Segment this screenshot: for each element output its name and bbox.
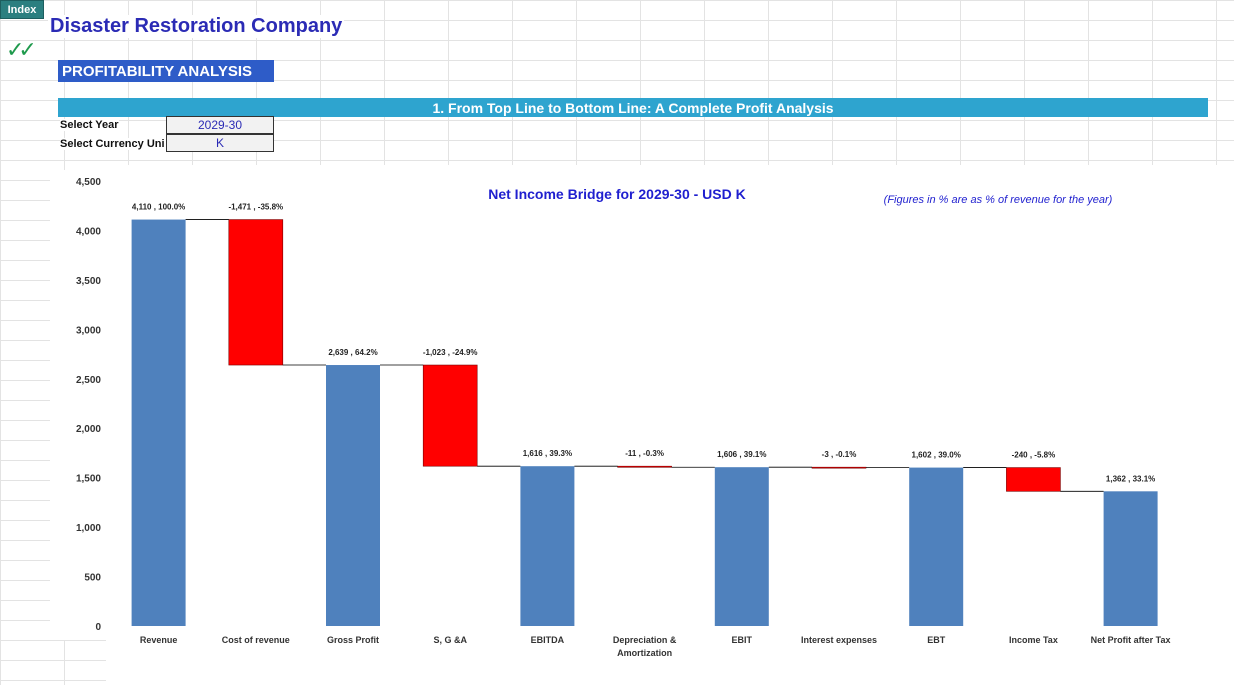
chart-axis-area <box>50 170 106 640</box>
select-currency-label: Select Currency Uni <box>60 138 166 150</box>
data-label: 1,606 , 39.1% <box>717 450 766 459</box>
data-label: 1,616 , 39.3% <box>523 449 572 458</box>
total-bar <box>131 219 186 627</box>
decrease-bar <box>617 465 672 468</box>
select-year-input[interactable]: 2029-30 <box>166 116 274 134</box>
total-bar <box>326 365 380 626</box>
decrease-bar <box>811 466 867 469</box>
double-check-icon: ✓✓ <box>6 38 37 63</box>
y-tick-label: 4,000 <box>76 226 101 237</box>
y-tick-label: 2,500 <box>76 375 101 386</box>
total-bar <box>714 467 769 626</box>
select-year-label: Select Year <box>60 119 119 131</box>
chart-plot-area <box>106 165 1234 685</box>
data-label: -11 , -0.3% <box>625 449 664 458</box>
total-bar <box>909 467 964 626</box>
x-tick-label: Depreciation & Amortization <box>613 635 677 658</box>
total-bar <box>520 466 575 626</box>
data-label: 4,110 , 100.0% <box>132 203 185 212</box>
y-axis: 0 500 1,000 1,500 2,000 2,500 3,000 3,500 4,000 4… <box>76 177 101 633</box>
chart-title: Net Income Bridge for 2029-30 - USD K <box>488 186 746 202</box>
data-label: 2,639 , 64.2% <box>328 348 377 357</box>
data-label: -3 , -0.1% <box>822 450 857 459</box>
chart-note: (Figures in % are as % of revenue for th… <box>884 194 1113 206</box>
company-name: Disaster Restoration Company <box>48 15 345 38</box>
decrease-bar <box>1006 467 1061 492</box>
x-tick-label: Cost of revenue <box>222 635 290 645</box>
index-tab[interactable]: Index <box>0 0 44 19</box>
y-tick-label: 500 <box>84 573 101 584</box>
decrease-bar <box>422 364 478 467</box>
x-tick-label: S, G &A <box>433 635 467 645</box>
y-tick-label: 1,000 <box>76 523 101 534</box>
banner-title: 1. From Top Line to Bottom Line: A Compl… <box>58 98 1208 117</box>
y-tick-label: 0 <box>95 622 101 633</box>
x-tick-label: Gross Profit <box>327 635 379 645</box>
connectors <box>185 219 1104 492</box>
section-title: PROFITABILITY ANALYSIS <box>58 60 274 82</box>
y-tick-label: 1,500 <box>76 474 101 485</box>
x-tick-label: Interest expenses <box>801 635 877 645</box>
total-bar <box>1103 491 1158 626</box>
x-tick-label: Income Tax <box>1009 635 1058 645</box>
select-currency-input[interactable]: K <box>166 134 274 152</box>
decrease-bar <box>228 219 284 366</box>
data-label: -1,471 , -35.8% <box>228 203 283 212</box>
x-tick-label: Revenue <box>140 635 178 645</box>
data-label: -240 , -5.8% <box>1012 451 1056 460</box>
y-tick-label: 3,000 <box>76 325 101 336</box>
y-tick-label: 4,500 <box>76 177 101 188</box>
bars <box>131 219 1158 627</box>
y-tick-label: 3,500 <box>76 276 101 287</box>
data-label: 1,362 , 33.1% <box>1106 474 1155 483</box>
x-tick-label: EBT <box>927 635 946 645</box>
x-tick-label: EBITDA <box>531 635 565 645</box>
data-labels: 4,110 , 100.0% -1,471 , -35.8% 2,639 , 64.… <box>132 203 1155 484</box>
data-label: -1,023 , -24.9% <box>423 348 478 357</box>
y-tick-label: 2,000 <box>76 424 101 435</box>
data-label: 1,602 , 39.0% <box>912 451 961 460</box>
x-tick-label: Net Profit after Tax <box>1091 635 1171 645</box>
net-income-bridge-chart: Net Income Bridge for 2029-30 - USD K (F… <box>50 165 1234 685</box>
x-axis: Revenue Cost of revenue Gross Profit S, G &… <box>140 635 1171 658</box>
x-tick-label: EBIT <box>732 635 753 645</box>
